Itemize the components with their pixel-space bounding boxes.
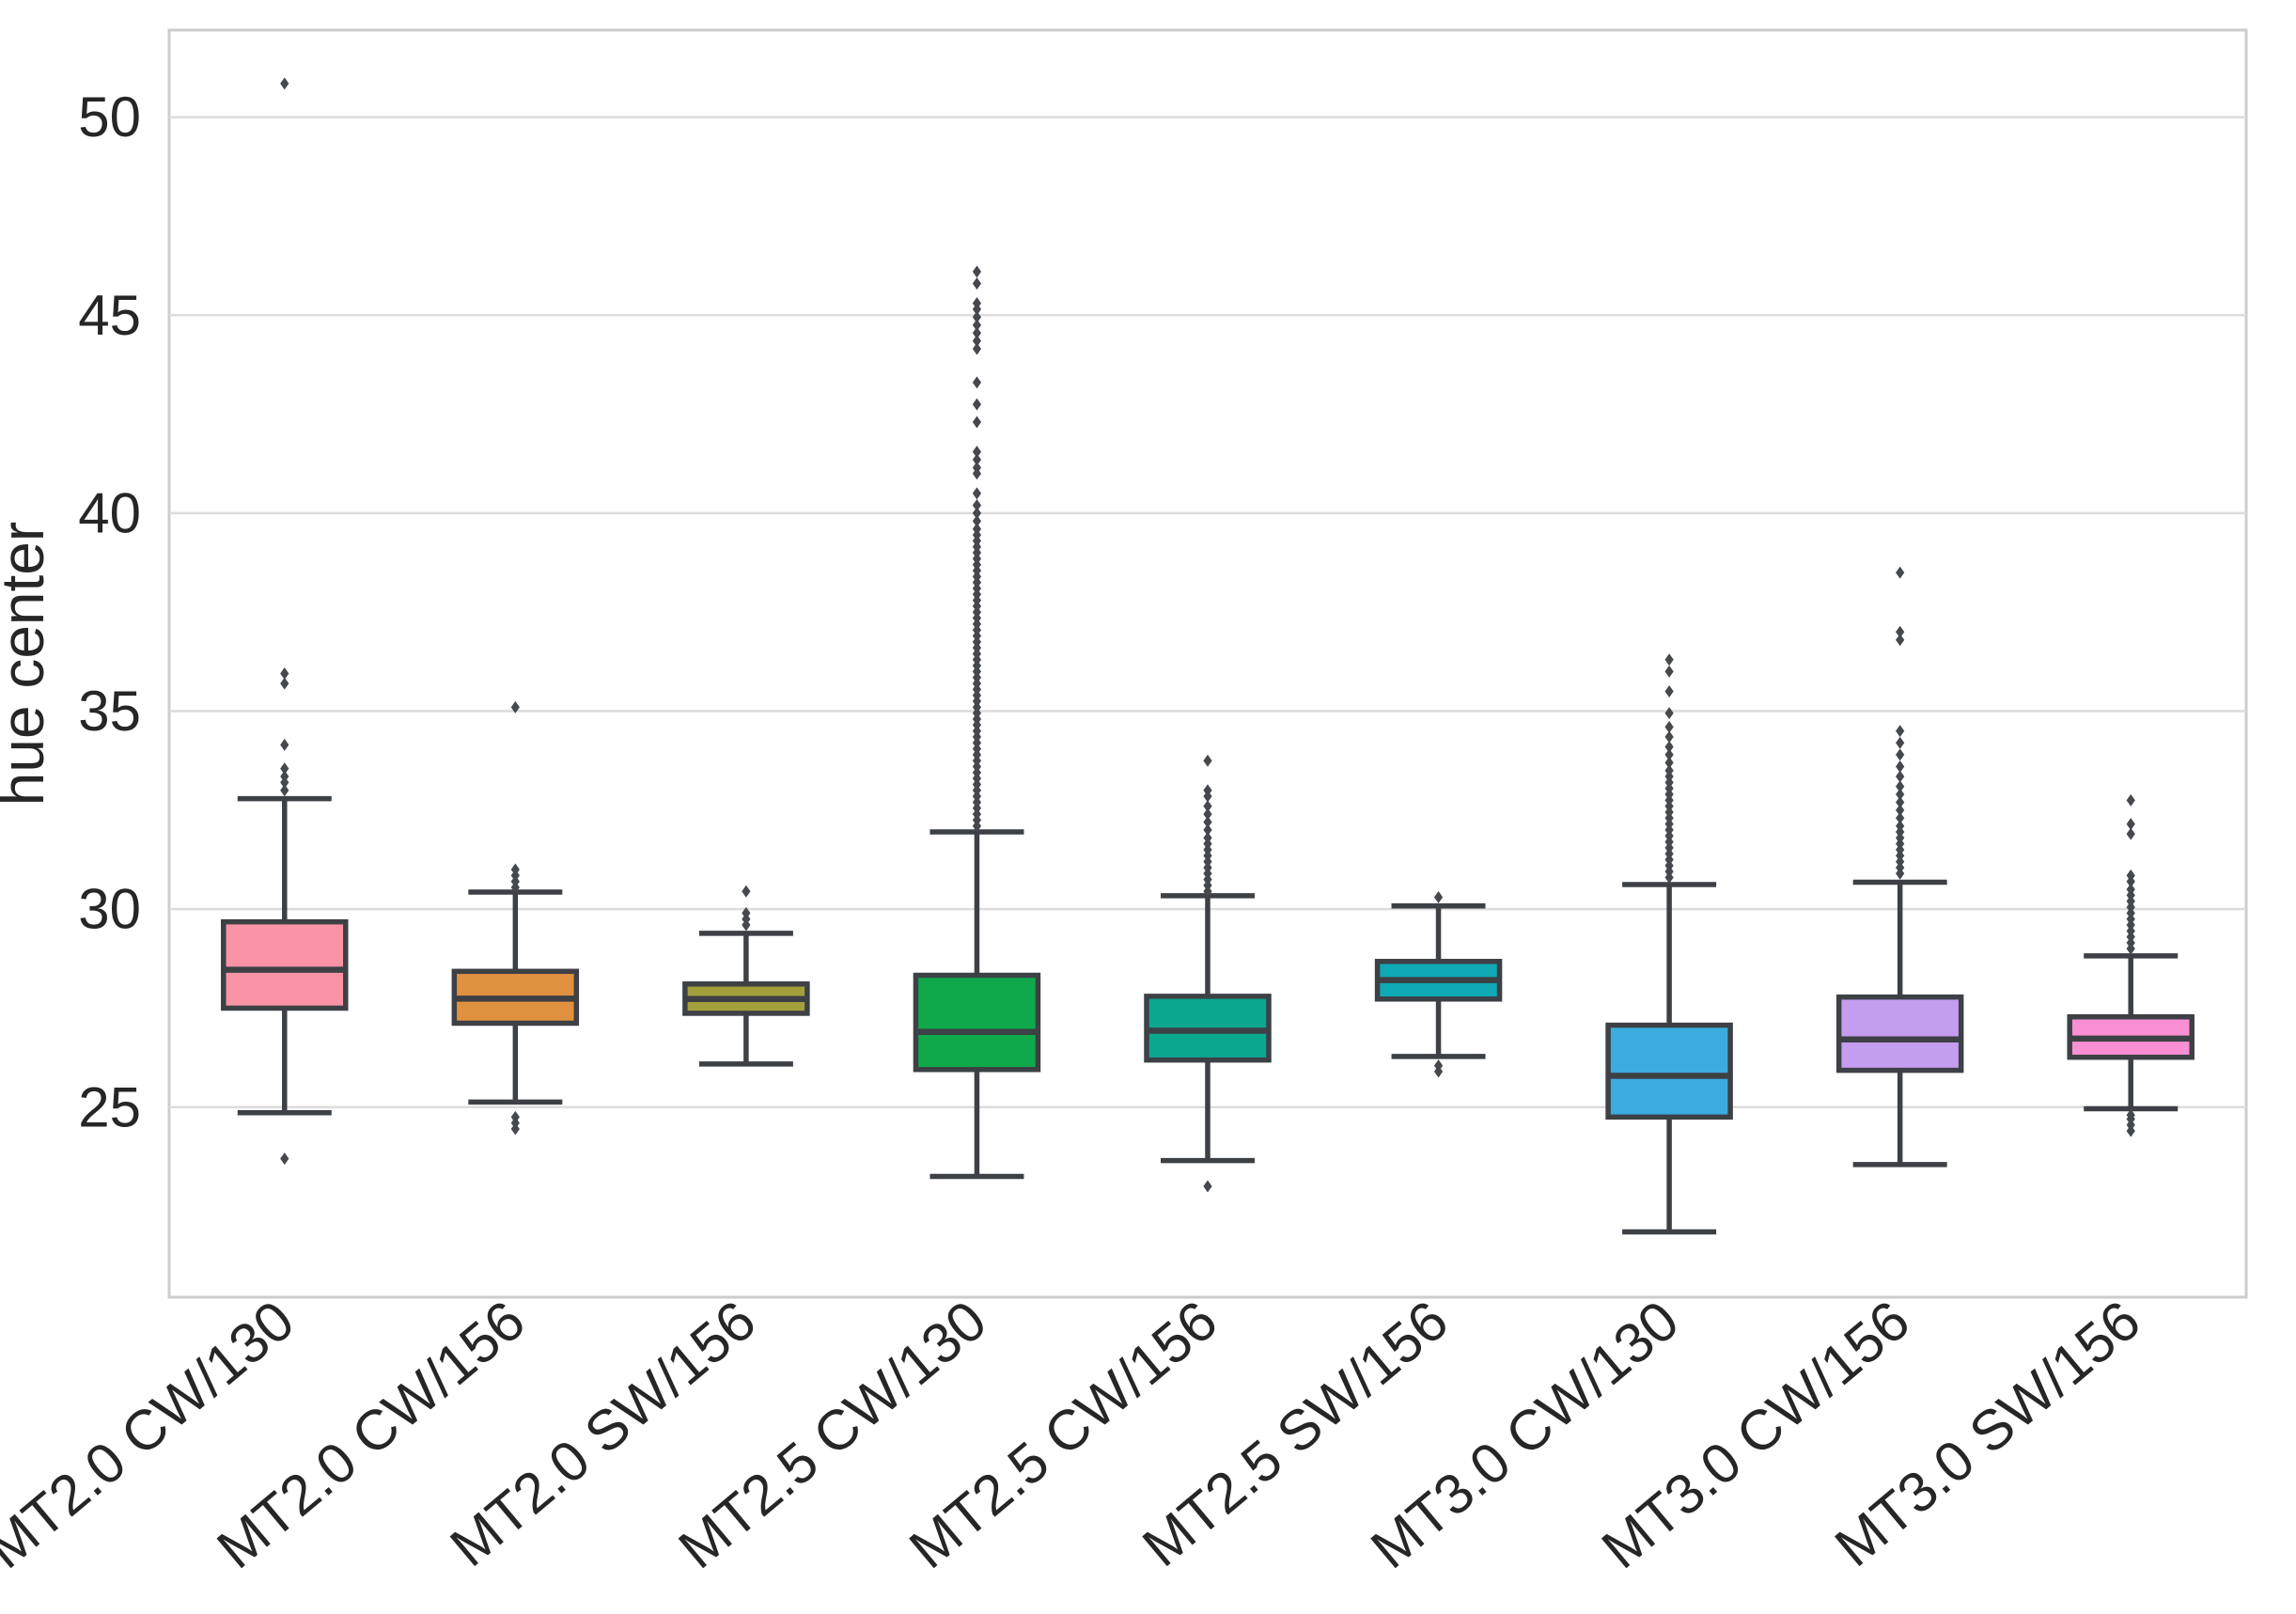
outlier-point — [1203, 800, 1212, 813]
outlier-point — [1664, 740, 1674, 753]
outlier-point — [972, 415, 982, 429]
outlier-point — [972, 499, 982, 511]
outlier-point — [2126, 883, 2135, 896]
box-group-8 — [1835, 566, 1964, 1167]
outlier-point — [1203, 831, 1212, 844]
outlier-point — [972, 487, 982, 500]
outlier-point — [972, 265, 982, 278]
box-group-6 — [1374, 891, 1503, 1078]
outlier-point — [2126, 818, 2135, 831]
outlier-point — [1896, 811, 1905, 824]
outlier-point — [1433, 1059, 1444, 1073]
outlier-point — [1664, 730, 1674, 744]
box-rect — [913, 972, 1041, 1073]
box-rect — [1835, 994, 1964, 1073]
outlier-point — [1203, 816, 1212, 828]
box-rect — [221, 918, 349, 1011]
box-group-3 — [682, 885, 810, 1067]
outlier-point — [1664, 764, 1674, 777]
box-group-7 — [1605, 653, 1733, 1235]
y-tick-label: 30 — [78, 878, 141, 941]
outlier-point — [972, 453, 982, 466]
outlier-point — [1896, 748, 1905, 761]
outlier-point — [1664, 653, 1674, 666]
outlier-point — [280, 762, 289, 776]
outlier-point — [280, 77, 289, 90]
y-tick-label: 45 — [78, 284, 141, 347]
outlier-point — [1203, 754, 1212, 767]
outlier-point — [2126, 793, 2135, 807]
outlier-point — [1203, 784, 1212, 797]
y-tick-label: 25 — [78, 1075, 141, 1138]
outlier-point — [1896, 820, 1905, 833]
outlier-point — [1896, 625, 1905, 638]
outlier-point — [1203, 823, 1212, 837]
outlier-point — [1896, 780, 1905, 793]
y-tick-label: 40 — [78, 481, 141, 544]
y-tick-label: 35 — [78, 680, 141, 743]
box-group-9 — [2067, 793, 2194, 1137]
outlier-point — [972, 514, 982, 527]
box-group-2 — [451, 700, 580, 1136]
outlier-point — [972, 398, 982, 411]
outlier-point — [972, 342, 982, 355]
outlier-point — [1896, 770, 1905, 783]
outlier-point — [510, 700, 520, 713]
outlier-point — [742, 906, 751, 919]
outlier-point — [1664, 665, 1674, 678]
outlier-point — [972, 326, 982, 339]
y-axis-label: hue center — [0, 522, 56, 806]
outlier-point — [1896, 736, 1905, 749]
outlier-point — [972, 335, 982, 348]
outlier-point — [1203, 1180, 1212, 1193]
box-rect — [1605, 1022, 1733, 1120]
outlier-point — [280, 677, 289, 690]
outlier-point — [280, 738, 289, 751]
outlier-point — [972, 376, 982, 389]
outlier-point — [972, 277, 982, 290]
outlier-point — [1896, 566, 1905, 579]
outlier-point — [972, 507, 982, 520]
outlier-point — [972, 446, 982, 459]
outlier-point — [280, 1152, 289, 1166]
outlier-point — [280, 784, 289, 797]
outlier-point — [1896, 725, 1905, 738]
box-group-4 — [913, 265, 1041, 1180]
outlier-point — [1664, 684, 1674, 697]
outlier-point — [1664, 707, 1674, 720]
outlier-point — [1203, 807, 1212, 821]
outlier-point — [1896, 804, 1905, 817]
outlier-point — [742, 885, 751, 898]
outlier-point — [2126, 1108, 2135, 1121]
outlier-point — [510, 1110, 520, 1123]
outlier-point — [972, 461, 982, 474]
outlier-point — [1896, 634, 1905, 647]
outlier-point — [1896, 760, 1905, 774]
outlier-point — [2126, 869, 2135, 882]
box-group-5 — [1144, 754, 1272, 1193]
outlier-point — [972, 523, 982, 536]
outlier-point — [280, 770, 289, 783]
outlier-point — [510, 863, 520, 876]
outlier-point — [2126, 827, 2135, 840]
outlier-point — [280, 667, 289, 681]
outlier-point — [972, 297, 982, 310]
outlier-point — [1664, 748, 1674, 761]
outlier-point — [1896, 788, 1905, 801]
outlier-point — [1433, 891, 1444, 904]
outlier-point — [1896, 795, 1905, 808]
outlier-point — [1664, 720, 1674, 733]
y-tick-label: 50 — [78, 86, 141, 149]
box-group-1 — [221, 77, 349, 1166]
outlier-point — [972, 319, 982, 332]
outlier-point — [1664, 756, 1674, 769]
outlier-point — [972, 310, 982, 323]
